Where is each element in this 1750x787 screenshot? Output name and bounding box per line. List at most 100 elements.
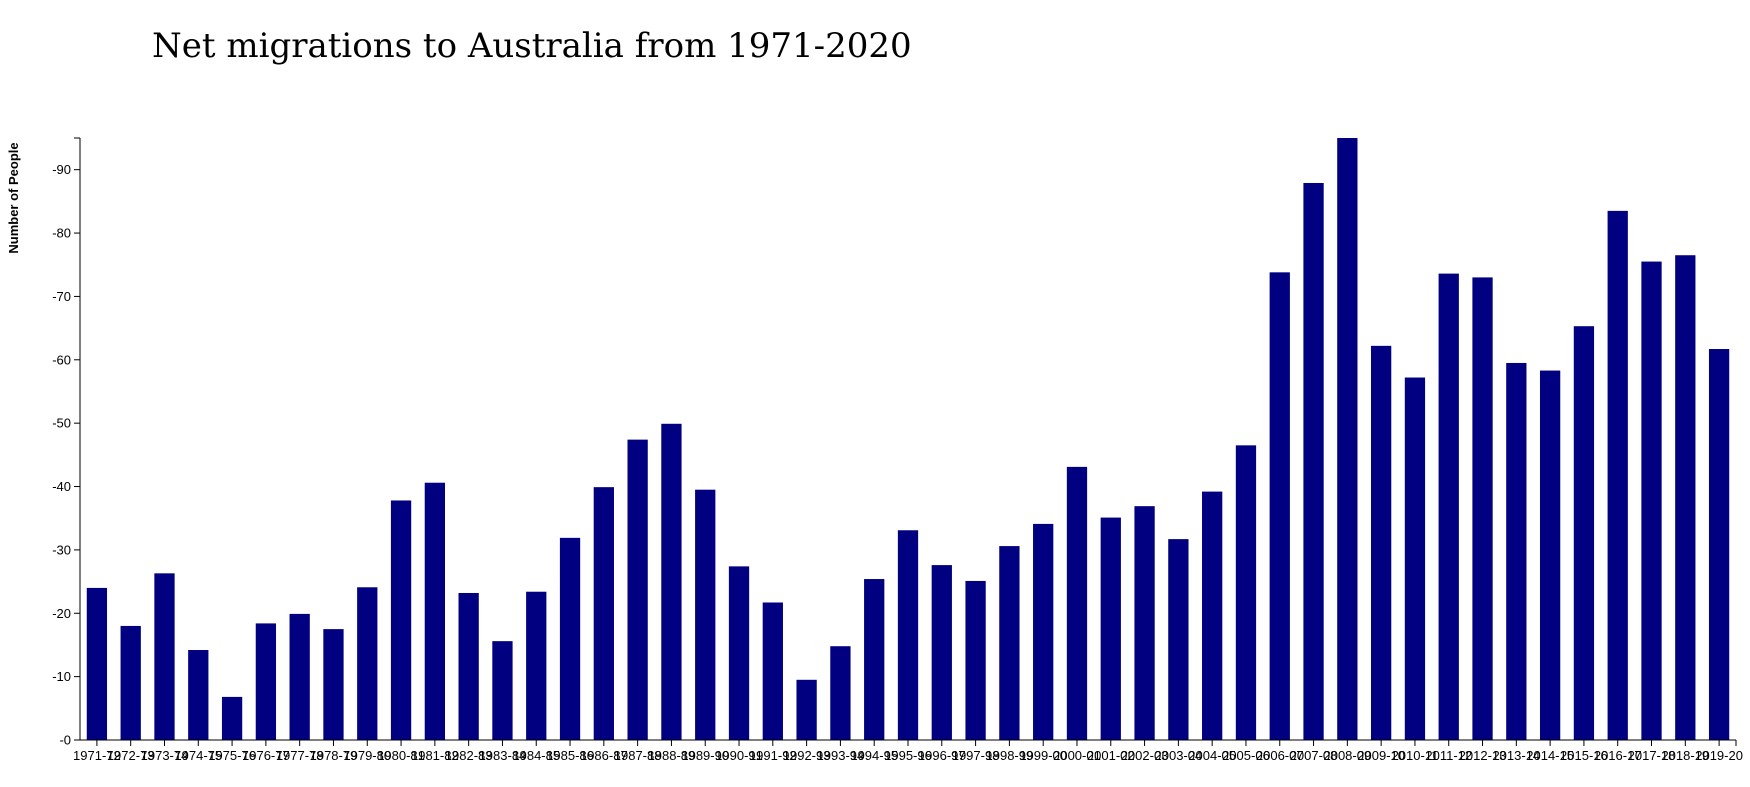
x-tick-label-2016-17: 2016-17 (1594, 748, 1642, 763)
bar-1995-96 (897, 530, 919, 740)
x-tick-label-1980-81: 1980-81 (377, 748, 425, 763)
y-tick-label-0: -0 (59, 733, 71, 748)
bar-1999-00 (1033, 523, 1054, 740)
x-tick-label-1992-93: 1992-93 (783, 748, 831, 763)
bar-2010-11 (1404, 377, 1426, 740)
x-tick-label-1991-92: 1991-92 (749, 748, 797, 763)
y-tick-label-10: -10 (52, 669, 71, 684)
x-tick-label-2002-03: 2002-03 (1121, 748, 1169, 763)
x-tick-label-1997-98: 1997-98 (952, 748, 1000, 763)
x-tick-label-1975-76: 1975-76 (208, 748, 256, 763)
x-tick-label-2006-07: 2006-07 (1256, 748, 1304, 763)
x-tick-label-2012-13: 2012-13 (1459, 748, 1507, 763)
x-tick-label-1972-73: 1972-73 (107, 748, 155, 763)
bar-2019-20 (1708, 349, 1730, 740)
x-tick-label-1995-96: 1995-96 (884, 748, 932, 763)
x-tick-label-2007-08: 2007-08 (1290, 748, 1338, 763)
bar-2016-17 (1607, 210, 1628, 740)
x-tick-label-1996-97: 1996-97 (918, 748, 966, 763)
bar-1983-84 (492, 641, 513, 740)
x-axis: 1971-721972-731973-741974-751975-761976-… (73, 739, 1743, 763)
x-tick-label-1993-94: 1993-94 (817, 748, 865, 763)
x-tick-label-2003-04: 2003-04 (1155, 748, 1203, 763)
bar-1978-79 (323, 629, 344, 740)
y-tick-label-30: -30 (52, 542, 71, 557)
bar-1998-99 (999, 546, 1020, 740)
bar-2005-06 (1235, 445, 1257, 740)
bar-2006-07 (1269, 272, 1290, 740)
bar-1987-88 (627, 439, 648, 740)
x-tick-label-1982-83: 1982-83 (445, 748, 493, 763)
bar-1993-94 (830, 646, 851, 740)
x-tick-label-1985-86: 1985-86 (546, 748, 594, 763)
x-tick-label-1978-79: 1978-79 (310, 748, 358, 763)
bar-2001-02 (1100, 517, 1121, 740)
bar-1973-74 (154, 573, 175, 740)
bar-2017-18 (1641, 261, 1662, 740)
x-tick-label-2011-12: 2011-12 (1425, 748, 1472, 763)
x-tick-label-2013-14: 2013-14 (1492, 748, 1540, 763)
bar-1994-95 (864, 579, 885, 740)
chart-title: Net migrations to Australia from 1971-20… (152, 26, 912, 66)
x-tick-label-1990-91: 1990-91 (715, 748, 763, 763)
bar-2008-09 (1337, 138, 1358, 740)
x-tick-label-1971-72: 1971-72 (73, 748, 121, 763)
bar-1984-85 (526, 591, 547, 740)
x-tick-label-1994-95: 1994-95 (850, 748, 898, 763)
bar-2013-14 (1506, 362, 1527, 740)
bar-1972-73 (120, 625, 141, 740)
y-tick-label-90: -90 (52, 162, 71, 177)
x-tick-label-2010-11: 2010-11 (1392, 748, 1439, 763)
x-tick-label-1998-99: 1998-99 (986, 748, 1034, 763)
x-tick-label-1974-75: 1974-75 (174, 748, 222, 763)
x-tick-label-2018-19: 2018-19 (1661, 748, 1709, 763)
bar-1990-91 (728, 566, 750, 740)
x-tick-label-1983-84: 1983-84 (479, 748, 527, 763)
bar-1982-83 (458, 592, 479, 740)
y-axis: -0 -10 -20 -30 -40 -50 -60 -70 -80 -90 (52, 137, 81, 748)
x-tick-label-1986-87: 1986-87 (580, 748, 628, 763)
x-tick-label-2001-02: 2001-02 (1087, 748, 1135, 763)
bar-2014-15 (1539, 370, 1561, 740)
bar-2004-05 (1202, 491, 1223, 740)
y-axis-label: Number of People (6, 142, 21, 253)
bar-2000-01 (1066, 466, 1088, 740)
x-tick-label-2019-20: 2019-20 (1695, 748, 1743, 763)
bar-1979-80 (357, 587, 378, 740)
y-tick-label-60: -60 (52, 352, 71, 367)
x-tick-label-2014-15: 2014-15 (1526, 748, 1574, 763)
bar-1974-75 (188, 650, 209, 740)
x-tick-label-2009-10: 2009-10 (1357, 748, 1405, 763)
x-tick-label-2004-05: 2004-05 (1188, 748, 1236, 763)
bar-1985-86 (559, 537, 581, 740)
x-tick-label-2008-09: 2008-09 (1323, 748, 1371, 763)
x-tick-label-2017-18: 2017-18 (1628, 748, 1676, 763)
x-tick-label-1973-74: 1973-74 (141, 748, 189, 763)
bar-2012-13 (1472, 277, 1493, 740)
x-tick-label-1987-88: 1987-88 (614, 748, 662, 763)
bar-1988-89 (661, 423, 682, 740)
y-tick-label-20: -20 (52, 606, 71, 621)
bar-1981-82 (424, 482, 445, 740)
x-tick-label-2005-06: 2005-06 (1222, 748, 1270, 763)
x-tick-label-1989-90: 1989-90 (681, 748, 729, 763)
bar-2009-10 (1371, 345, 1392, 740)
bar-1975-76 (221, 696, 243, 740)
bar-1996-97 (931, 565, 952, 740)
x-tick-label-1981-82: 1981-82 (411, 748, 459, 763)
bar-1977-78 (289, 613, 310, 740)
y-tick-label-50: -50 (52, 416, 71, 431)
x-tick-label-1976-77: 1976-77 (242, 748, 290, 763)
bar-2011-12 (1438, 273, 1459, 740)
x-tick-label-1988-89: 1988-89 (648, 748, 696, 763)
x-tick-label-1979-80: 1979-80 (343, 748, 391, 763)
bar-1986-87 (593, 487, 614, 740)
bar-2015-16 (1573, 326, 1595, 740)
x-tick-label-2015-16: 2015-16 (1560, 748, 1608, 763)
x-tick-label-2000-01: 2000-01 (1053, 748, 1101, 763)
bar-1992-93 (796, 679, 817, 740)
bar-2018-19 (1675, 255, 1696, 741)
y-tick-label-70: -70 (52, 289, 71, 304)
y-tick-label-40: -40 (52, 479, 71, 494)
